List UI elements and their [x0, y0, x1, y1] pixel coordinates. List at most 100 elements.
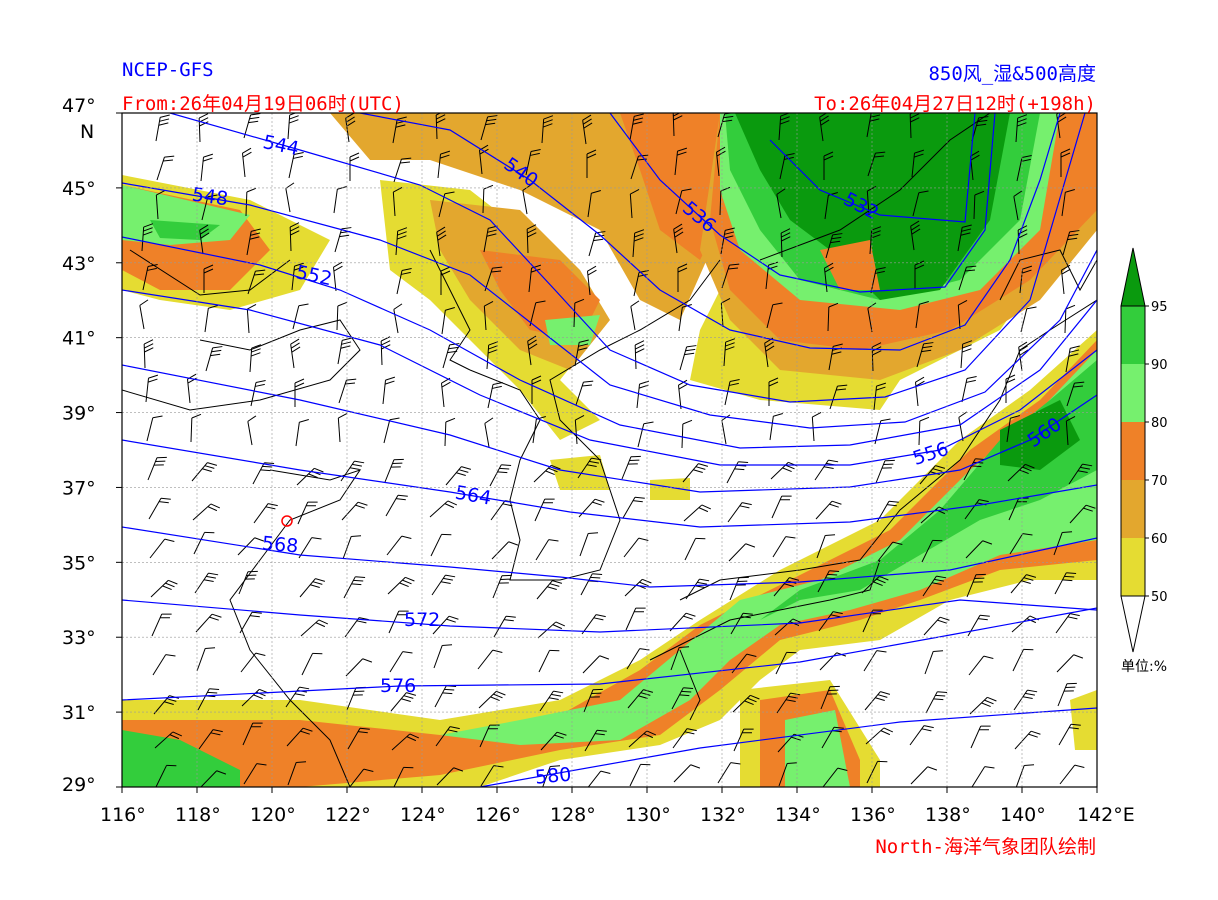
- wind-barb: [1060, 264, 1071, 295]
- wind-barb: [1062, 230, 1080, 256]
- wind-barb: [393, 303, 403, 334]
- wind-barb: [1015, 764, 1035, 787]
- colorbar-segment: [1121, 538, 1145, 596]
- wind-barb: [875, 459, 895, 484]
- wind-barb: [432, 615, 459, 635]
- wind-barb: [540, 731, 567, 751]
- wind-barb: [621, 455, 641, 480]
- contour-label: 544: [261, 131, 301, 160]
- lat-tick-label: 29°: [62, 774, 96, 796]
- model-title: NCEP-GFS: [122, 59, 214, 81]
- wind-barb: [477, 649, 503, 670]
- contour-label: 572: [404, 609, 440, 631]
- wind-barb: [871, 342, 882, 372]
- colorbar-extend-min: [1120, 595, 1146, 653]
- wind-barb: [582, 114, 593, 145]
- wind-barb: [440, 266, 451, 295]
- wind-barb: [922, 575, 947, 597]
- wind-barb: [678, 304, 692, 332]
- credit-text: North-海洋气象团队绘制: [875, 836, 1096, 858]
- wind-barb: [240, 652, 266, 673]
- wind-barb: [630, 154, 649, 180]
- wind-barb: [910, 220, 921, 251]
- wind-barb: [237, 537, 265, 556]
- wind-barb: [728, 543, 756, 562]
- wind-barb: [201, 194, 218, 221]
- wind-barb: [672, 728, 697, 749]
- wind-barb: [527, 335, 538, 366]
- wind-barb: [444, 417, 456, 447]
- wind-barb: [776, 692, 801, 714]
- wind-barb: [677, 263, 688, 292]
- wind-barb: [483, 225, 498, 253]
- wind-barb: [957, 224, 972, 252]
- contour-label: 580: [534, 764, 572, 789]
- wind-barb: [1010, 574, 1037, 594]
- wind-barb: [249, 344, 262, 373]
- wind-barb: [148, 497, 171, 520]
- wind-barb: [247, 415, 257, 446]
- wind-barb: [909, 725, 934, 746]
- wind-barb: [768, 377, 779, 406]
- wind-barb: [967, 614, 990, 637]
- contour-572: [122, 599, 1097, 633]
- wind-barb: [971, 116, 989, 142]
- wind-barb: [141, 223, 154, 252]
- wind-barb: [729, 576, 749, 601]
- wind-barb: [721, 263, 740, 289]
- wind-barb: [724, 378, 740, 406]
- wind-barb: [1056, 654, 1084, 673]
- wind-barb: [253, 503, 278, 524]
- wind-barb: [193, 531, 215, 555]
- wind-barb: [290, 338, 301, 369]
- wind-barb: [492, 574, 512, 599]
- wind-barb: [241, 147, 252, 178]
- wind-barb: [301, 652, 323, 676]
- wind-barb: [526, 224, 537, 254]
- wind-barb: [1014, 730, 1041, 750]
- wind-barb: [1005, 374, 1016, 403]
- wind-barb: [1057, 682, 1077, 707]
- wind-barb: [241, 688, 269, 707]
- wind-barb: [186, 373, 197, 404]
- wind-barb: [861, 575, 889, 594]
- wind-barb: [539, 690, 564, 712]
- wind-barb: [669, 612, 696, 632]
- wind-barb: [155, 764, 177, 787]
- wind-barb: [580, 573, 603, 596]
- to-time: To:26年04月27日12时(+198h): [814, 93, 1096, 115]
- wind-barb: [829, 384, 848, 410]
- wind-barb: [336, 301, 348, 331]
- wind-barb: [337, 337, 352, 365]
- gridlines: [121, 112, 1098, 788]
- wind-barb: [484, 417, 494, 448]
- wind-barb: [717, 113, 735, 138]
- wind-barb: [828, 343, 843, 371]
- wind-barb: [865, 727, 894, 745]
- contour-label: 552: [294, 261, 334, 290]
- wind-barb: [534, 498, 555, 522]
- wind-barb: [297, 501, 318, 525]
- wind-barb: [924, 650, 944, 675]
- wind-barb: [484, 266, 503, 292]
- lon-tick-label: 138°: [925, 804, 971, 826]
- contour-label: 560: [1023, 413, 1065, 452]
- colorbar-frame: [1120, 305, 1146, 597]
- wind-barb: [815, 500, 842, 520]
- wind-barb: [766, 302, 783, 329]
- wind-barb: [630, 300, 640, 331]
- wind-barb: [636, 380, 650, 409]
- wind-barb: [535, 539, 559, 561]
- wind-barb: [1012, 648, 1034, 672]
- wind-barb: [682, 463, 709, 483]
- wind-barb: [577, 457, 602, 479]
- wind-barb: [536, 580, 563, 600]
- wind-barb: [923, 616, 950, 636]
- wind-barb: [145, 374, 159, 403]
- wind-barb: [774, 618, 803, 636]
- wind-barb: [198, 729, 223, 750]
- colorbar-tick-label: 80: [1151, 416, 1168, 431]
- wind-barb: [393, 157, 412, 183]
- wind-barb: [1066, 381, 1085, 407]
- wind-barb: [395, 227, 408, 256]
